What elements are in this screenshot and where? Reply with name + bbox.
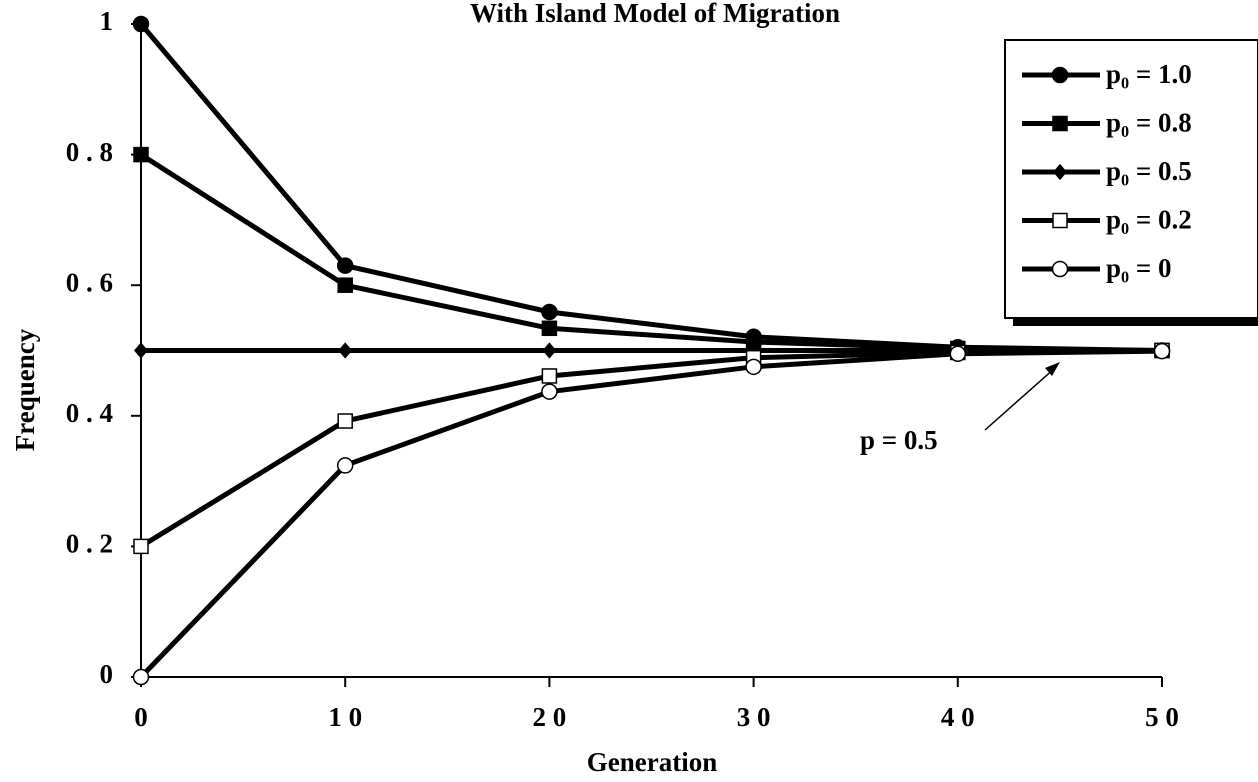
legend-label: p₀ = 0	[1106, 253, 1172, 283]
x-tick-label: 4 0	[941, 702, 975, 732]
marker	[542, 342, 557, 359]
x-tick-label: 3 0	[737, 702, 771, 732]
legend-label: p₀ = 0.2	[1106, 205, 1192, 235]
legend-label: p₀ = 0.5	[1106, 156, 1192, 186]
legend-label: p₀ = 1.0	[1106, 59, 1192, 89]
marker	[336, 257, 354, 274]
marker	[1051, 260, 1069, 278]
marker	[949, 345, 967, 363]
y-axis-label: Frequency	[10, 328, 40, 451]
marker	[541, 303, 558, 321]
marker	[134, 342, 148, 359]
annotation: p = 0.5	[860, 425, 938, 455]
y-tick-label: 0	[100, 659, 114, 689]
y-tick-label: 0 . 8	[66, 137, 113, 167]
marker	[1051, 66, 1069, 84]
legend-label: p₀ = 0.8	[1106, 108, 1192, 138]
chart-title: With Island Model of Migration	[470, 0, 840, 28]
arrow-head	[1045, 362, 1060, 376]
y-tick-label: 0 . 2	[66, 529, 113, 559]
legend	[1004, 39, 1258, 319]
marker	[337, 413, 353, 429]
y-tick-label: 0 . 6	[66, 267, 113, 297]
x-tick-label: 5 0	[1145, 702, 1179, 732]
series-line	[139, 348, 1163, 679]
marker	[132, 668, 150, 686]
marker	[541, 383, 558, 400]
marker	[336, 457, 354, 474]
marker	[1052, 115, 1068, 132]
marker	[133, 538, 149, 555]
x-tick-label: 2 0	[533, 702, 567, 732]
marker	[745, 358, 762, 376]
x-tick-label: 0	[134, 702, 148, 732]
x-axis-label: Generation	[587, 747, 717, 777]
marker	[1153, 342, 1171, 360]
x-tick-label: 1 0	[328, 702, 362, 732]
y-tick-label: 0 . 4	[66, 398, 113, 428]
marker	[541, 320, 558, 337]
marker	[133, 146, 149, 163]
annotation-arrow	[984, 367, 1056, 431]
marker	[541, 368, 558, 384]
marker	[132, 15, 150, 33]
marker	[1053, 163, 1067, 181]
marker	[1052, 212, 1068, 229]
y-tick-label: 1	[100, 6, 114, 36]
marker	[338, 342, 353, 359]
marker	[337, 277, 353, 293]
